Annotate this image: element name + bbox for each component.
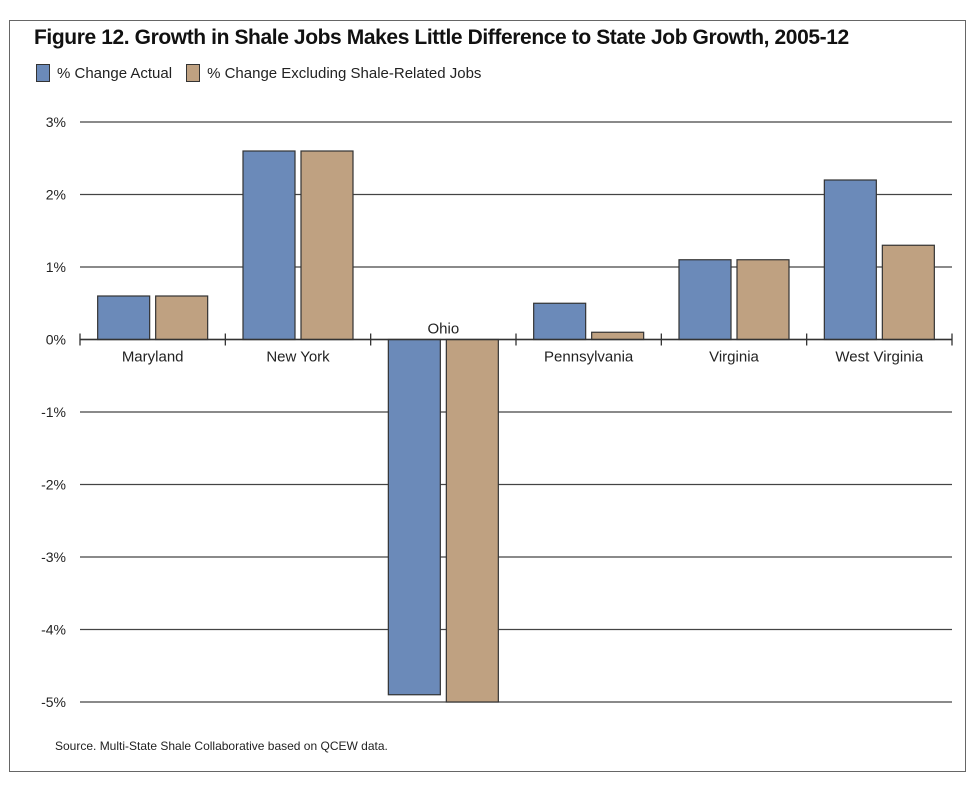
bar-excluding-ohio (445, 338, 499, 703)
legend-swatch-actual (36, 64, 50, 82)
bar-actual-virginia (678, 259, 732, 341)
bar-actual-ohio (387, 338, 441, 696)
bar-actual-new-york (242, 150, 296, 341)
y-tick-label: 3% (46, 114, 66, 130)
bar-actual-west-virginia (823, 179, 877, 341)
category-label: Ohio (427, 321, 459, 338)
bar-actual-maryland (97, 295, 151, 341)
category-label: West Virginia (835, 349, 923, 366)
bar-excluding-pennsylvania (591, 331, 645, 341)
y-tick-label: -5% (41, 694, 66, 710)
y-tick-label: -2% (41, 477, 66, 493)
bar-excluding-west-virginia (881, 244, 935, 341)
bar-actual-pennsylvania (533, 302, 587, 341)
y-tick-label: 2% (46, 187, 66, 203)
legend-label-actual: % Change Actual (57, 64, 173, 82)
category-label: Virginia (709, 349, 759, 366)
category-label: Pennsylvania (544, 349, 634, 366)
legend-label-excluding: % Change Excluding Shale-Related Jobs (207, 64, 482, 82)
y-tick-label: 0% (46, 332, 66, 348)
legend: % Change Actual % Change Excluding Shale… (36, 64, 495, 82)
y-tick-label: -1% (41, 404, 66, 420)
category-label: Maryland (122, 349, 184, 366)
bar-excluding-virginia (736, 259, 790, 341)
bar-excluding-new-york (300, 150, 354, 341)
legend-item-excluding: % Change Excluding Shale-Related Jobs (186, 64, 481, 82)
y-tick-label: -4% (41, 622, 66, 638)
y-tick-label: 1% (46, 259, 66, 275)
chart-title: Figure 12. Growth in Shale Jobs Makes Li… (34, 26, 849, 49)
legend-item-actual: % Change Actual (36, 64, 172, 82)
category-label: New York (266, 349, 330, 366)
source-note: Source. Multi-State Shale Collaborative … (55, 739, 388, 753)
bar-excluding-maryland (155, 295, 209, 341)
y-tick-label: -3% (41, 549, 66, 565)
legend-swatch-excluding (186, 64, 201, 82)
